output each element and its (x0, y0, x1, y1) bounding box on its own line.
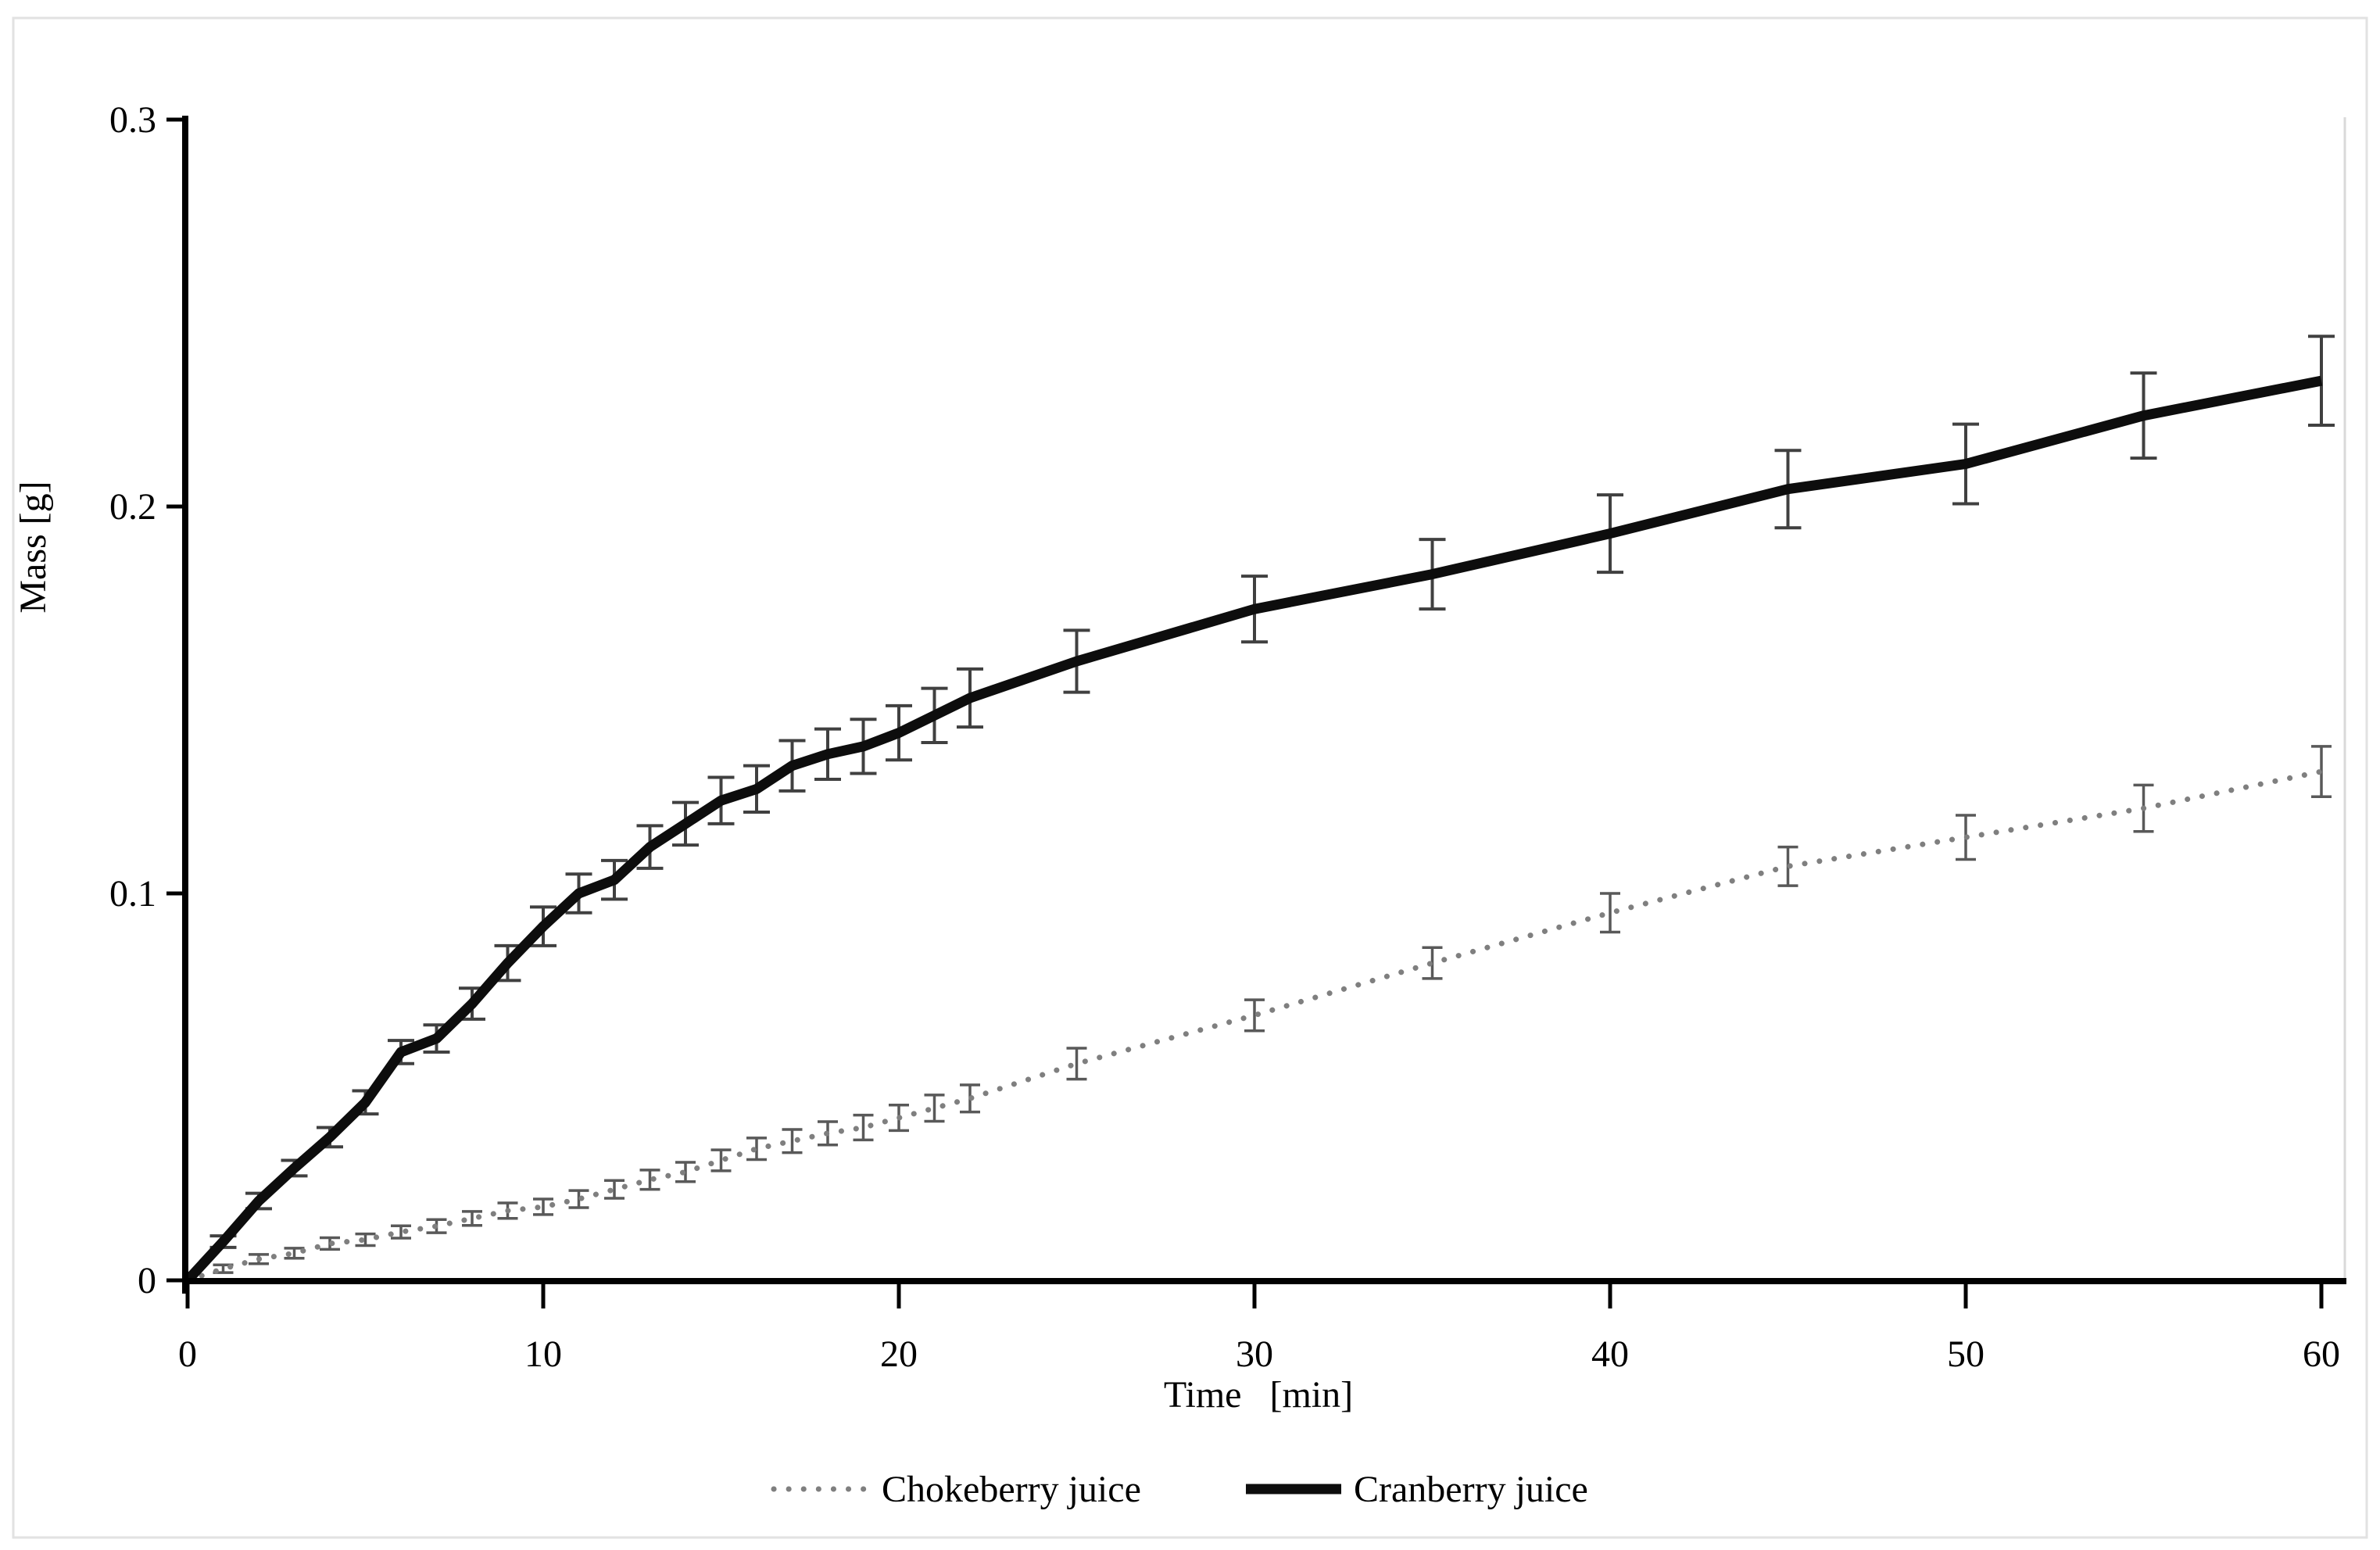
x-axis-title: Time [min] (1164, 1374, 1353, 1416)
y-tick-label: 0.3 (109, 99, 156, 141)
x-tick-label: 20 (880, 1333, 918, 1375)
x-tick-label: 40 (1591, 1333, 1629, 1375)
x-tick-label: 60 (2303, 1333, 2340, 1375)
series-line-cranberry-juice (184, 375, 2323, 1284)
error-bars-cranberry-juice (209, 335, 2335, 1249)
y-tick-label: 0 (138, 1260, 156, 1301)
series-line-chokeberry-juice (184, 768, 2325, 1283)
x-tick-label: 30 (1236, 1333, 1273, 1375)
y-axis-title: Mass [g] (13, 481, 54, 613)
x-tick-label: 10 (524, 1333, 562, 1375)
x-tick-label: 50 (1947, 1333, 1985, 1375)
y-tick-label: 0.1 (109, 873, 156, 915)
legend: Chokeberry juice Cranberry juice (771, 1469, 1588, 1510)
x-tick-label: 0 (178, 1333, 197, 1375)
canvas-border (12, 16, 2368, 1539)
legend-label-chokeberry: Chokeberry juice (882, 1469, 1141, 1510)
plot-area: 0 0.1 0.2 0.3 0 10 20 30 40 50 60 (109, 99, 2340, 1375)
legend-label-cranberry: Cranberry juice (1354, 1469, 1588, 1510)
y-tick-label: 0.2 (109, 486, 156, 528)
